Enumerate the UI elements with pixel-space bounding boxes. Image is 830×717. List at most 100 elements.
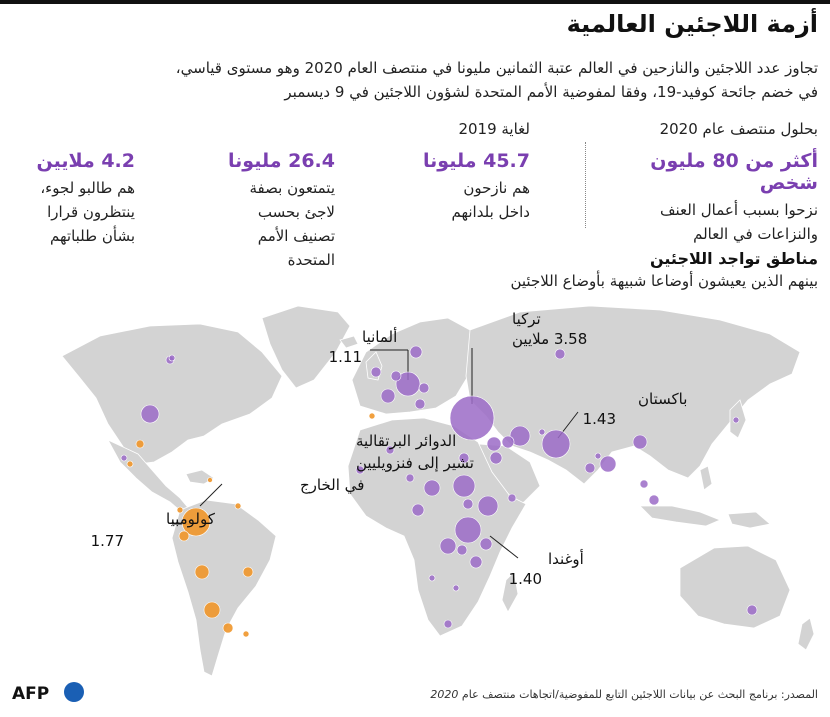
uganda-label-name: أوغندا (548, 549, 584, 568)
refugee-circle-rwanda (456, 544, 468, 556)
refugee-circle-afghanistan (538, 428, 546, 436)
stat-value: أكثر من 80 مليون شخص (650, 150, 818, 194)
map-section-title: مناطق تواجد اللاجئين (649, 249, 818, 268)
refugee-circle-mexico (120, 454, 128, 462)
colombia-label-value: 1.77 (91, 532, 124, 550)
stat-desc: هم نازحون داخل بلدانهم (451, 179, 530, 221)
venezuelan-circles (126, 412, 376, 638)
venezuelan-circle-spain (368, 412, 376, 420)
stat-desc: هم طالبو لجوء، ينتظرون قرارا بشأن طلباته… (40, 179, 135, 245)
colombia-label-name: كولومبيا (166, 510, 216, 528)
subtitle: تجاوز عدد اللاجئين والنازحين في العالم ع… (18, 56, 818, 104)
refugee-circle-lebanon (486, 436, 502, 452)
iceland-shape (339, 335, 359, 349)
stat-asylum-seekers: 4.2 ملايين هم طالبو لجوء، ينتظرون قرارا … (10, 120, 135, 248)
land-masses (61, 305, 815, 677)
venezuelan-circle-mexico (126, 460, 134, 468)
page-title: أزمة اللاجئين العالمية (566, 10, 818, 38)
refugee-circle-mauritania (355, 465, 365, 475)
australia-shape (679, 545, 791, 629)
refugee-circle-nepal (594, 452, 602, 460)
venezuelan-circle-uruguay (242, 630, 250, 638)
germany-label-name: ألمانيا (362, 327, 397, 346)
venezuelan-circle-usa (135, 439, 145, 449)
uganda-leader (489, 535, 519, 559)
orange-note-leader (199, 483, 223, 507)
subtitle-line-1: تجاوز عدد اللاجئين والنازحين في العالم ع… (175, 59, 818, 77)
venezuelan-circle-trinidad (234, 502, 242, 510)
venezuelan-circle-brazil (242, 566, 254, 578)
world-map: تركيا 3.58 ملايين ألمانيا 1.11 باكستان 1… (61, 305, 815, 677)
germany-label-value: 1.11 (329, 348, 362, 366)
stat-head: بحلول منتصف عام 2020 (659, 120, 818, 138)
turkey-label-name: تركيا (512, 310, 541, 328)
stat-head: لغاية 2019 (458, 120, 530, 138)
venezuelan-circle-panama (176, 506, 184, 514)
refugee-circle-sudan (452, 474, 476, 498)
refugee-circle-cameroon (411, 503, 425, 517)
refugee-circle-australia (746, 604, 758, 616)
refugee-circle-congo (439, 537, 457, 555)
refugee-circle-chad (423, 479, 441, 497)
refugee-circle-egypt (458, 452, 470, 464)
refugee-circle-south-africa (443, 619, 453, 629)
stat-refugees: 26.4 مليونا يتمتعون بصفة لاجئ بحسب تصنيف… (200, 120, 335, 272)
refugee-circle-sweden (409, 345, 423, 359)
refugee-circle-russia (554, 348, 566, 360)
source-year: 2020 (430, 688, 459, 701)
refugee-circle-thailand (639, 479, 649, 489)
turkey-label-value: 3.58 ملايين (512, 330, 587, 348)
refugee-circle-iran (509, 425, 531, 447)
afp-logo: AFP (12, 682, 84, 704)
refugee-circle-iraq (501, 435, 515, 449)
refugee-circle-alaska (168, 354, 176, 362)
refugee-circle-india (584, 462, 596, 474)
refugee-circle-turkey (449, 395, 495, 441)
refugee-circle-pakistan (541, 429, 571, 459)
refugee-circle-algeria (385, 445, 395, 455)
refugee-circle-kenya (479, 537, 493, 551)
stat-desc: نزحوا بسبب أعمال العنف والنزاعات في العا… (659, 201, 818, 243)
subtitle-line-2: في خضم جائحة كوفيد-19، وفقا لمفوضية الأم… (284, 83, 818, 101)
stat-value: 26.4 مليونا (228, 150, 335, 172)
afp-logo-text: AFP (12, 684, 49, 704)
refugee-circle-bangladesh (599, 455, 617, 473)
orange-note-line-2: تشير إلى فنزويليين (356, 454, 474, 472)
madagascar-shape (501, 571, 519, 613)
refugee-circle-tanzania (469, 555, 483, 569)
stat-value: 45.7 مليونا (423, 150, 530, 172)
greenland-shape (261, 305, 351, 389)
venezuelan-circle-dominican (207, 477, 213, 483)
south-america-shape (171, 499, 277, 677)
refugee-circle-s-sudan (462, 498, 474, 510)
refugee-circle-zambia (452, 584, 460, 592)
top-rule (0, 0, 830, 4)
refugee-circle-uk (370, 366, 382, 378)
uganda-label-value: 1.40 (509, 570, 542, 588)
venezuelan-circle-ecuador (178, 530, 190, 542)
papua-shape (727, 511, 771, 529)
stat-desc: يتمتعون بصفة لاجئ بحسب تصنيف الأمم المتح… (249, 179, 335, 269)
refugee-circles (120, 345, 758, 629)
indonesia-shape (639, 505, 722, 527)
source-note: المصدر: برنامج البحث عن بيانات اللاجئين … (118, 688, 818, 701)
refugee-circle-usa (140, 404, 160, 424)
refugee-circle-italy (414, 398, 426, 410)
pakistan-label-name: باكستان (638, 390, 687, 408)
venezuelan-circle-argentina (222, 622, 234, 634)
refugee-circle-ethiopia (477, 495, 499, 517)
new-zealand-shape (797, 617, 815, 651)
afp-logo-dot (64, 682, 84, 702)
venezuelan-circle-colombia (181, 507, 211, 537)
philippines-shape (699, 465, 713, 491)
orange-note-line-3: في الخارج (300, 476, 364, 495)
refugee-circle-france (380, 388, 396, 404)
refugee-circle-yemen (507, 493, 517, 503)
refugee-circle-china (632, 434, 648, 450)
stat-divider (585, 142, 586, 228)
north-america-shape (61, 323, 283, 465)
venezuelan-circle-chile (203, 601, 221, 619)
orange-note-line-1: الدوائر البرتقالية (356, 432, 456, 450)
stat-value: 4.2 ملايين (36, 150, 135, 172)
refugee-circle-jordan (489, 451, 503, 465)
